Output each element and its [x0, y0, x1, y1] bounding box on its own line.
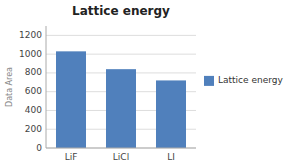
y-tick-label: 200	[25, 124, 42, 134]
grid-line	[46, 148, 196, 149]
y-tick-label: 0	[36, 143, 42, 153]
x-tick-label: LiCl	[113, 152, 129, 162]
bars	[56, 51, 186, 148]
legend-label: Lattice energy	[218, 75, 283, 85]
x-tick-label: LI	[167, 152, 175, 162]
annotation: Data Area	[5, 67, 14, 107]
legend: Lattice energy	[204, 75, 283, 86]
grid-line	[46, 35, 196, 36]
y-tick-label: 1200	[19, 30, 42, 40]
y-tick-label: 1000	[19, 49, 42, 59]
chart-container: Lattice energy Data Area 0 200 400 600 800 1000…	[0, 0, 300, 168]
y-tick-label: 400	[25, 105, 42, 115]
title: Lattice energy	[72, 4, 170, 18]
bar	[156, 80, 186, 148]
y-axis-line	[46, 26, 47, 148]
y-tick-label: 600	[25, 86, 42, 96]
x-axis-line	[46, 148, 196, 149]
x-tick-label: LiF	[65, 152, 78, 162]
bar	[56, 51, 86, 148]
legend-swatch	[204, 76, 214, 86]
y-tick-label: 800	[25, 67, 42, 77]
bar	[106, 69, 136, 148]
chart: Lattice energy Data Area 0 200 400 600 800 1000…	[0, 0, 300, 168]
